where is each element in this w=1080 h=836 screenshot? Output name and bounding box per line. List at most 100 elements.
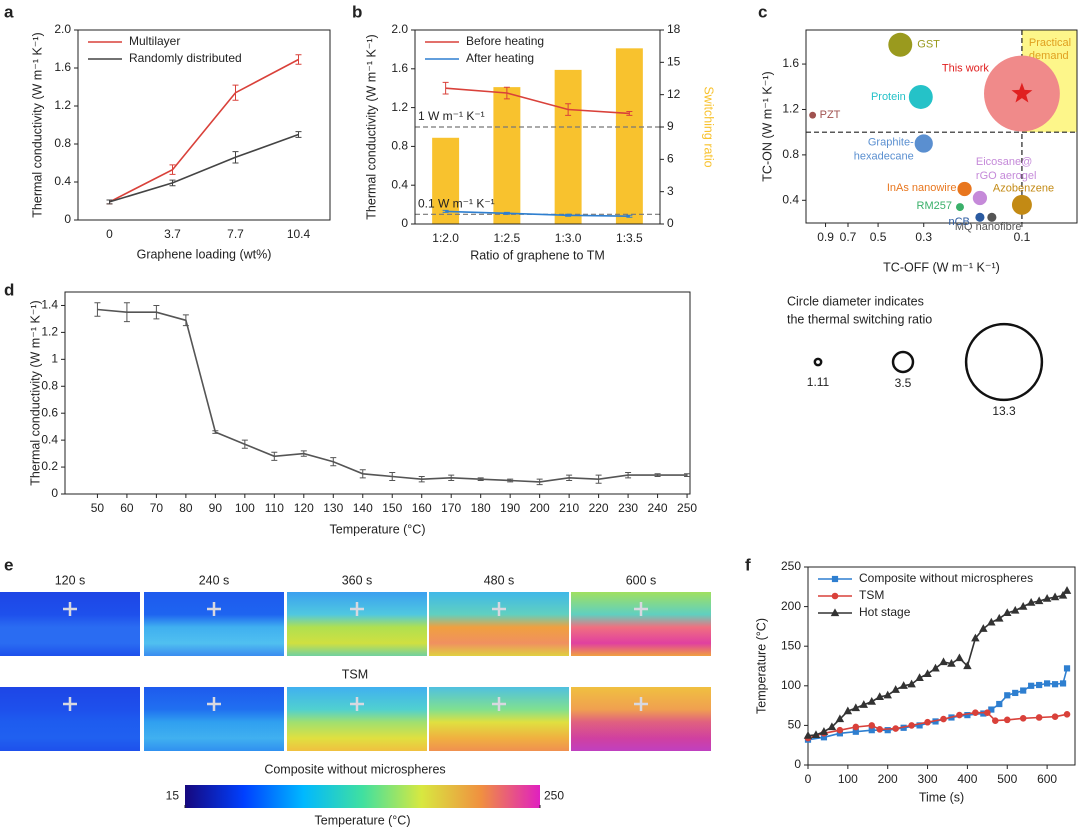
y-tick-label: 0 — [667, 216, 674, 230]
x-tick-label: 70 — [150, 501, 164, 515]
y-tick-label: 12 — [667, 87, 681, 101]
data-point — [908, 722, 915, 729]
data-point — [1003, 716, 1011, 724]
x-tick-label: 10.4 — [287, 227, 311, 241]
bar — [493, 87, 521, 224]
data-point — [868, 722, 876, 729]
reference-label: 1 W m⁻¹ K⁻¹ — [418, 109, 485, 123]
series-line — [97, 308, 688, 483]
error-bar — [106, 199, 113, 205]
size-legend-circle — [891, 350, 915, 374]
thermal-image — [429, 687, 569, 751]
y-tick-label: 200 — [781, 599, 801, 613]
y-tick-label: 1 — [51, 352, 58, 366]
x-axis-label: Temperature (°C) — [330, 522, 426, 536]
data-point — [955, 653, 964, 662]
x-tick-label: 7.7 — [227, 227, 244, 241]
series-line — [445, 87, 630, 115]
error-bar — [418, 475, 425, 483]
y-tick-label: 0.6 — [41, 405, 58, 419]
x-tick-label: 140 — [353, 501, 373, 515]
y-axis-label: Thermal conductivity (W m⁻¹ K⁻¹) — [28, 300, 42, 485]
data-point — [979, 624, 988, 632]
data-point — [1058, 590, 1068, 599]
data-point — [835, 714, 845, 723]
bubble — [987, 212, 997, 222]
y-tick-label: 0 — [51, 486, 58, 500]
error-bar — [625, 471, 632, 479]
legend-label: Composite without microspheres — [859, 571, 1033, 585]
data-point — [836, 726, 844, 734]
point-label: GST — [917, 39, 940, 51]
x-tick-label: 150 — [382, 501, 402, 515]
bar — [432, 137, 460, 224]
x-tick-label: 160 — [412, 501, 432, 515]
y-tick-label: 6 — [667, 152, 674, 166]
size-legend-title: the thermal switching ratio — [787, 312, 932, 326]
error-bar — [212, 430, 219, 434]
error-bar — [330, 457, 337, 467]
x-tick-label: 200 — [878, 772, 898, 786]
data-point — [1020, 687, 1027, 694]
bubble — [888, 32, 913, 57]
data-point — [1062, 586, 1072, 594]
data-point — [991, 717, 999, 724]
x-tick-label: 100 — [235, 501, 255, 515]
time-label: 480 s — [484, 573, 515, 587]
thermal-image — [144, 687, 284, 751]
y-tick-label: 0.4 — [391, 177, 408, 191]
bubble — [955, 203, 964, 212]
data-point — [803, 731, 813, 739]
data-point — [1063, 711, 1071, 718]
x-tick-label: 250 — [677, 501, 697, 515]
error-bar — [232, 151, 239, 164]
probe-cross — [350, 602, 364, 616]
plot-frame — [64, 291, 691, 495]
data-point — [1035, 714, 1043, 721]
x-tick-label: 170 — [441, 501, 461, 515]
y-tick-label: 9 — [667, 119, 674, 133]
data-point — [852, 723, 860, 731]
x-tick-label: 0.1 — [1014, 230, 1031, 244]
point-label: nCB — [949, 216, 970, 228]
error-bar — [295, 131, 302, 138]
y-tick-label: 1.2 — [782, 102, 799, 116]
bubble — [957, 181, 972, 197]
data-point — [1004, 692, 1011, 699]
x-tick-label: 90 — [209, 501, 223, 515]
x-axis-label: Ratio of graphene to TM — [470, 248, 605, 262]
bubble — [975, 212, 985, 222]
bubble — [908, 85, 933, 109]
data-point — [1034, 596, 1044, 605]
thermal-image — [0, 592, 140, 656]
y-tick-label: 50 — [788, 718, 802, 732]
y-tick-label: 1.6 — [54, 60, 71, 74]
x-tick-label: 1:3.5 — [616, 231, 643, 245]
series-line — [109, 133, 299, 203]
data-point — [984, 709, 991, 717]
data-point — [1051, 681, 1059, 688]
legend-label: TSM — [859, 588, 884, 602]
data-point — [996, 700, 1003, 708]
error-bar — [477, 477, 484, 482]
size-legend-label: 3.5 — [895, 376, 912, 390]
panel-letter: c — [758, 2, 767, 21]
y-tick-label: 0.8 — [782, 147, 799, 161]
data-point — [988, 706, 995, 713]
legend-marker — [831, 575, 839, 583]
error-bar — [684, 473, 691, 477]
x-tick-label: 300 — [918, 772, 938, 786]
point-label: rGO aerogel — [976, 170, 1037, 182]
size-legend-circle — [964, 322, 1044, 402]
x-tick-label: 50 — [91, 501, 105, 515]
y-tick-label: 0.4 — [782, 192, 799, 206]
error-bar — [595, 474, 602, 484]
data-point — [971, 633, 980, 642]
bar — [554, 69, 582, 224]
data-point — [899, 681, 908, 689]
error-bar — [169, 179, 176, 187]
data-point — [987, 617, 996, 626]
colorbar-label: Temperature (°C) — [315, 813, 411, 827]
region-label: Practical — [1029, 37, 1071, 49]
